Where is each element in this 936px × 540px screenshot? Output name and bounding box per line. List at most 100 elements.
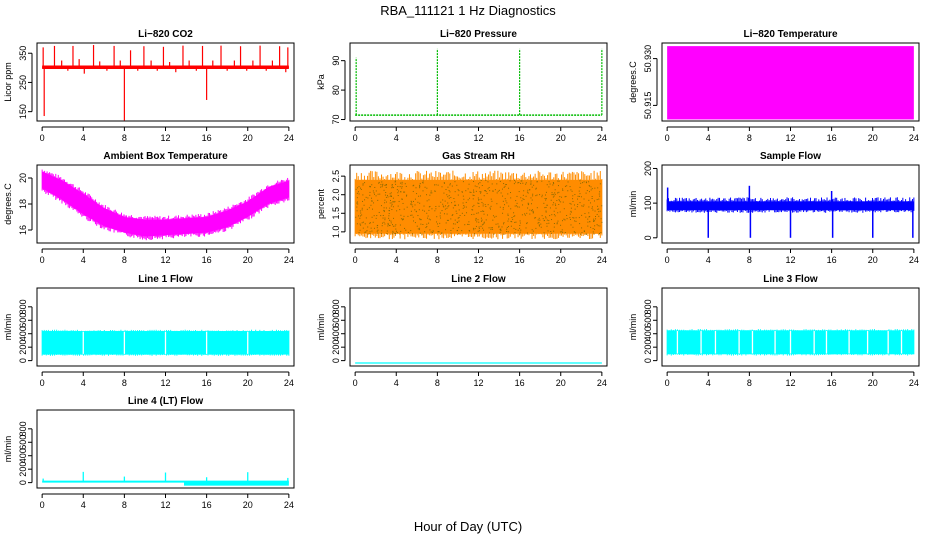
data-point [448,195,450,197]
x-tick-label: 20 [243,133,253,143]
data-point [401,183,403,185]
data-point [478,221,480,223]
data-point [588,191,590,193]
data-point [465,201,467,203]
data-point [369,185,371,187]
data-point [457,189,459,191]
data-point [514,205,516,207]
data-point [419,185,421,187]
data-point [445,205,447,207]
panel-title: Line 3 Flow [763,274,818,285]
data-point [458,209,460,211]
data-point [548,186,550,188]
data-point [394,181,396,183]
data-point [443,182,445,184]
data-point [402,202,404,204]
x-tick-label: 0 [40,378,45,388]
data-point [467,199,469,201]
data-point [515,200,517,202]
data-point [539,194,541,196]
data-point [362,184,364,186]
data-point [557,212,559,214]
data-point [508,187,510,189]
data-point [593,233,595,235]
data-point [390,205,392,207]
data-point [481,220,483,222]
x-tick-label: 24 [597,255,607,265]
data-point [530,203,532,205]
data-point [480,198,482,200]
data-point [475,219,477,221]
data-point [518,182,520,184]
data-point [391,209,393,211]
y-tick-label: 200 [643,161,653,176]
data-point [597,225,599,227]
data-point [480,179,482,181]
data-point [484,190,486,192]
y-tick-label: 400 [18,326,28,341]
data-point [463,205,465,207]
data-point [558,180,560,182]
data-point [443,213,445,215]
data-point [386,230,388,232]
data-point [548,222,550,224]
data-point [396,232,398,234]
data-point [469,230,471,232]
data-point [553,210,555,212]
data-point [503,233,505,235]
x-tick-label: 0 [353,255,358,265]
data-point [382,217,384,219]
data-point [595,218,597,220]
data-point [381,222,383,224]
data-point [532,212,534,214]
data-point [452,227,454,229]
data-point [558,199,560,201]
x-tick-label: 8 [122,133,127,143]
data-point [449,191,451,193]
data-point [380,184,382,186]
data-point [482,205,484,207]
data-point [487,188,489,190]
x-tick-label: 16 [202,378,212,388]
data-point [410,203,412,205]
x-tick-label: 12 [473,378,483,388]
data-point [496,192,498,194]
data-point [507,220,509,222]
y-axis-label: ml/min [316,314,326,341]
data-point [574,194,576,196]
data-point [416,225,418,227]
data-point [419,187,421,189]
data-point [414,204,416,206]
data-point [398,190,400,192]
data-point [553,230,555,232]
data-point [419,219,421,221]
data-point [514,215,516,217]
data-point [369,231,371,233]
data-point [391,187,393,189]
x-tick-label: 4 [81,133,86,143]
data-point [545,210,547,212]
plot-area [666,185,915,238]
data-point [583,198,585,200]
data-point [556,200,558,202]
data-point [550,232,552,234]
data-point [578,195,580,197]
plot-frame [661,42,920,122]
data-point [592,231,594,233]
data-point [485,206,487,208]
x-tick-label: 12 [160,378,170,388]
data-point [426,200,428,202]
data-point [401,181,403,183]
data-point [429,229,431,231]
data-point [598,215,600,217]
data-point [358,215,360,217]
data-point [598,233,600,235]
data-point [392,230,394,232]
data-point [397,185,399,187]
data-point [480,191,482,193]
data-point [356,202,358,204]
x-tick-label: 12 [160,500,170,510]
x-tick-label: 0 [40,500,45,510]
data-point [507,213,509,215]
data-point [466,212,468,214]
